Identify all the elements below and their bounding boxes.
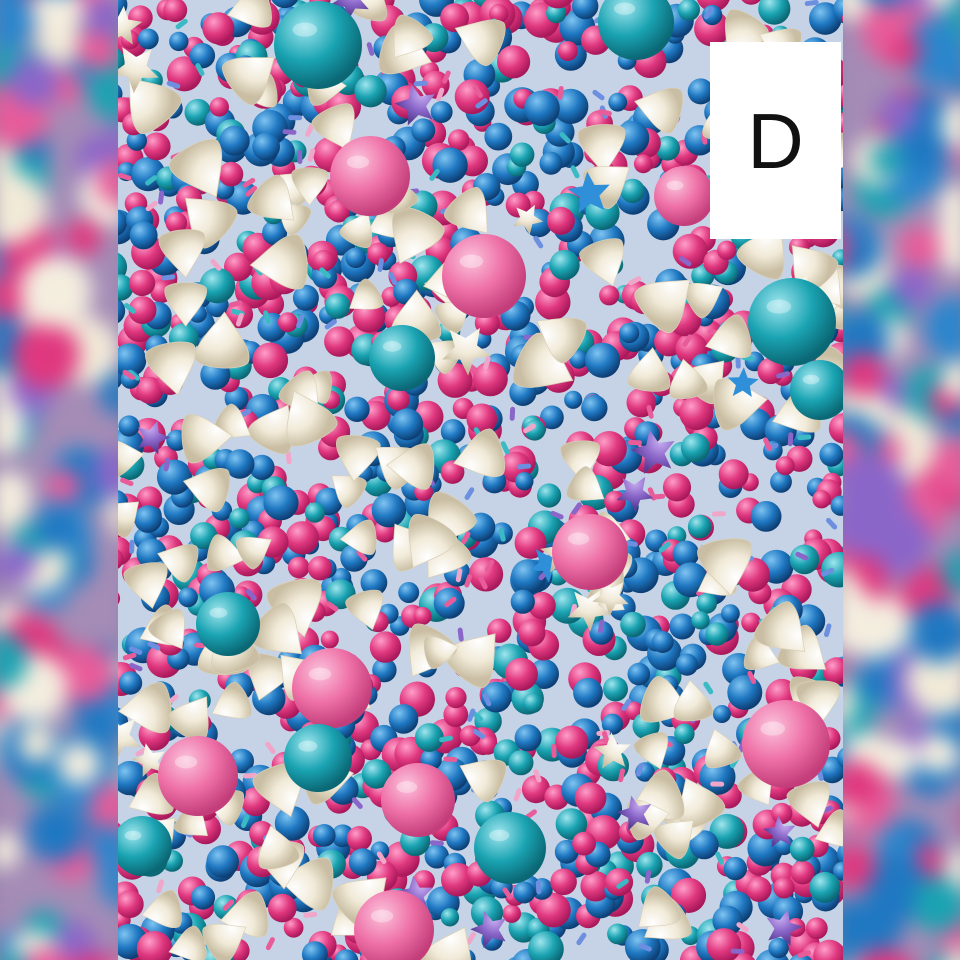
label-card: D: [710, 42, 841, 239]
label-letter: D: [747, 96, 804, 185]
blurred-border-left: [0, 0, 118, 960]
blurred-border-right: [843, 0, 960, 960]
